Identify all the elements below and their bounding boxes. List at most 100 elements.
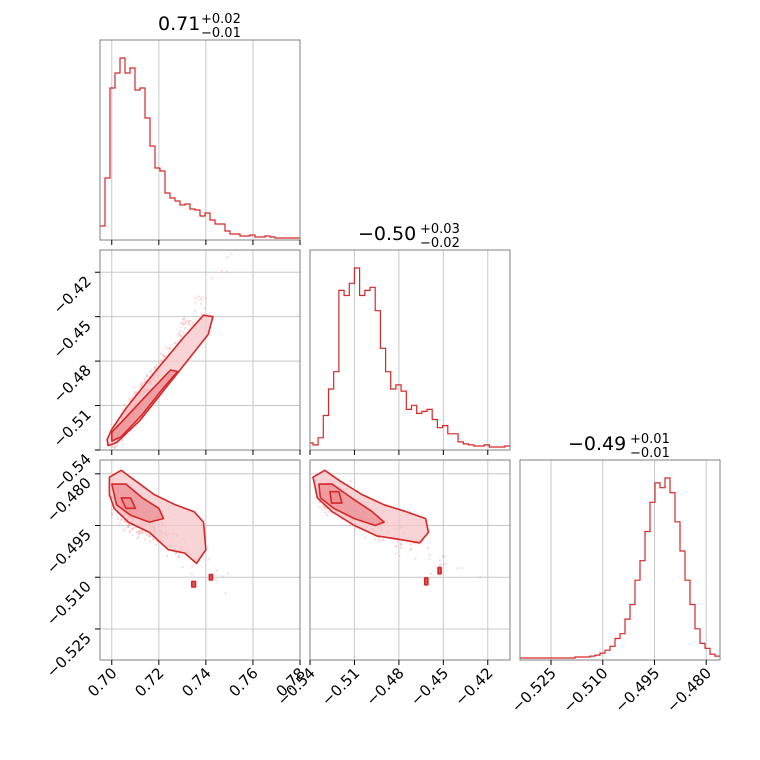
scatter-point [113,446,116,449]
title-0-minus: −0.01 [201,26,241,41]
scatter-point [378,539,381,542]
scatter-point [140,382,143,385]
y-tick-label: −0.45 [50,317,95,362]
scatter-point [184,321,187,324]
x-tick-label: 0.72 [131,664,167,700]
scatter-point [318,506,321,509]
scatter-point [130,397,133,400]
scatter-point [440,563,443,566]
panel-frame [99,39,301,241]
scatter-point [131,534,134,537]
scatter-point [154,543,157,546]
scatter-point [200,312,203,316]
scatter-point [168,346,172,349]
scatter-point [142,381,145,384]
scatter-point [165,346,168,349]
scatter-point [163,355,166,359]
title-0-plus: +0.02 [201,12,241,27]
contour-speck [191,580,197,588]
scatter-point [226,256,229,259]
scatter-point [155,363,158,366]
scatter-point [138,532,141,535]
scatter-point [204,297,207,300]
y-tick-label: −0.510 [43,577,95,629]
scatter-point [323,505,326,508]
scatter-point [110,512,113,515]
scatter-point [349,479,352,482]
x-tick-label: −0.525 [508,664,560,716]
scatter-point [121,439,124,442]
panel-frame [309,459,511,661]
scatter-point [139,385,142,388]
scatter-point [116,517,119,520]
contour-outer [312,469,430,544]
scatter-point [399,543,403,546]
scatter-point [140,529,143,532]
scatter-point [410,547,413,550]
scatter-point [200,296,203,299]
scatter-point [137,530,141,533]
x-tick-label: 0.76 [225,664,261,700]
title-1-minus: −0.02 [420,236,460,251]
scatter-point [318,501,321,504]
scatter-point [150,369,153,372]
scatter-point [116,444,119,447]
contour-speck [208,573,214,581]
scatter-point [140,384,143,387]
scatter-point [122,529,125,532]
scatter-point [194,301,197,304]
scatter-point [326,514,329,517]
x-tick-label: −0.42 [451,664,496,709]
scatter-point [428,557,431,560]
y-tick-label: −0.48 [50,361,95,406]
scatter-point [187,319,190,322]
scatter-point [148,535,151,538]
scatter-point [188,319,191,322]
scatter-point [420,542,423,545]
scatter-point [145,534,149,537]
scatter-point [132,393,135,396]
scatter-point [395,545,398,548]
scatter-point [127,524,131,527]
title-2-value: −0.49 [568,433,626,455]
grid-layer [100,40,707,660]
scatter-point [414,557,417,560]
title-0-value: 0.71 [158,13,200,35]
scatter-point [441,555,444,558]
scatter-point [191,565,194,568]
scatter-point [185,320,188,323]
scatter-point [133,391,137,394]
scatter-point [183,326,187,329]
x-tick-label: −0.51 [318,664,363,709]
contour-core [329,490,343,504]
scatter-point [224,592,227,595]
scatter-point [149,540,152,543]
scatter-point [187,322,190,325]
scatter-point [226,572,229,575]
scatter-point [137,530,140,533]
scatter-point [137,532,140,535]
scatter-point [173,341,176,344]
scatter-point [174,342,177,345]
scatter-point [180,335,183,338]
scatter-point [188,323,191,326]
scatter-point [177,555,180,558]
scatter-point [199,302,202,306]
y-tick-label: −0.42 [50,272,95,317]
scatter-point [127,523,130,526]
scatter-point [179,322,182,325]
scatter-point [148,370,152,373]
x-tick-label: −0.495 [611,664,663,716]
contour-speck [437,566,442,575]
contour-inner [111,369,179,442]
scatter-point [230,252,233,255]
scatter-point [120,518,123,521]
scatter-point [158,362,162,365]
scatter-point [145,374,148,377]
scatter-point [160,352,163,355]
scatter-point [187,320,190,323]
scatter-point [225,270,228,274]
scatter-point [364,536,367,539]
scatter-point [163,354,166,357]
